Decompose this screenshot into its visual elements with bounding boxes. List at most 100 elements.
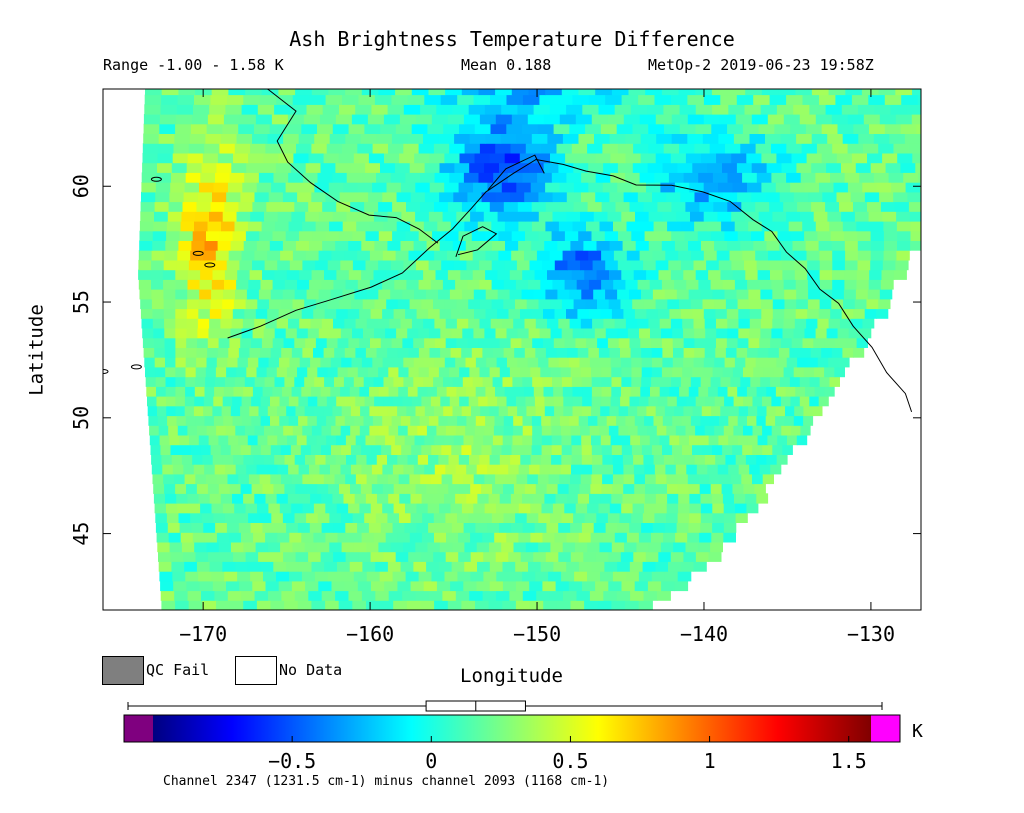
heat-cell <box>726 308 739 319</box>
heat-cell <box>390 172 406 183</box>
heat-cell <box>510 493 523 504</box>
heat-cell <box>482 590 497 601</box>
heat-cell <box>465 357 477 368</box>
heat-cell <box>569 357 581 368</box>
heat-cell <box>726 337 739 348</box>
heat-cell <box>157 541 171 553</box>
heat-cell <box>177 250 191 261</box>
heat-cell <box>667 483 679 494</box>
heat-cell <box>717 386 729 397</box>
heat-cell <box>683 269 697 280</box>
heat-cell <box>441 259 455 271</box>
heat-cell <box>355 318 368 329</box>
heat-cell <box>667 396 678 407</box>
heat-cell <box>684 454 696 465</box>
heat-cell <box>433 512 446 523</box>
heat-cell <box>270 444 282 455</box>
heat-cell <box>819 269 833 280</box>
heat-cell <box>556 347 568 358</box>
heat-cell <box>338 152 355 164</box>
heat-cell <box>735 114 753 125</box>
heat-cell <box>751 162 768 173</box>
heat-cell <box>844 240 859 251</box>
heat-cell <box>534 522 547 533</box>
heat-cell <box>187 152 204 164</box>
heat-cell <box>401 211 416 222</box>
heat-cell <box>878 298 891 310</box>
heat-cell <box>738 434 749 446</box>
heat-cell <box>694 337 706 348</box>
heat-cell <box>483 434 494 446</box>
heat-cell <box>364 123 381 134</box>
heat-cell <box>378 318 390 329</box>
heat-cell <box>356 454 368 465</box>
heat-cell <box>459 366 470 378</box>
heat-cell <box>267 405 278 417</box>
chart-title: Ash Brightness Temperature Difference <box>289 27 735 51</box>
heat-cell <box>179 434 190 446</box>
heat-cell <box>648 541 662 553</box>
heat-cell <box>647 162 664 173</box>
heat-cell <box>411 89 430 96</box>
heat-cell <box>621 444 633 455</box>
heat-cell <box>677 512 690 523</box>
heat-cell <box>771 425 782 436</box>
heat-cell <box>821 123 839 134</box>
heat-cell <box>678 493 690 504</box>
heat-cell <box>745 357 757 368</box>
y-tick-label: 55 <box>69 290 93 314</box>
heat-cell <box>867 152 883 164</box>
heat-cell <box>421 444 432 455</box>
heat-cell <box>493 172 509 183</box>
heat-cell <box>827 211 842 222</box>
heat-cell <box>455 279 468 290</box>
heat-cell <box>672 415 683 426</box>
heat-cell <box>276 366 288 378</box>
heat-cell <box>499 162 515 173</box>
heat-cell <box>530 182 546 193</box>
heat-cell <box>763 366 774 378</box>
heat-cell <box>694 328 706 339</box>
heat-cell <box>522 571 536 582</box>
heat-cell <box>402 289 415 300</box>
heat-cell <box>247 434 259 446</box>
heat-cell <box>294 454 306 465</box>
x-tick-label: −160 <box>346 622 394 646</box>
heat-cell <box>924 221 938 231</box>
heat-cell <box>222 503 235 514</box>
heat-cell <box>756 415 767 426</box>
heat-cell <box>884 94 902 105</box>
heat-cell <box>414 152 430 164</box>
heat-cell <box>680 221 695 232</box>
heat-cell <box>746 152 762 164</box>
heat-cell <box>267 541 281 553</box>
heat-cell <box>470 483 482 494</box>
heat-cell <box>459 250 474 261</box>
heat-cell <box>380 123 397 134</box>
heat-cell <box>667 221 682 232</box>
heat-cell <box>488 600 503 610</box>
heat-cell <box>634 308 647 319</box>
heat-cell <box>463 580 478 592</box>
heat-cell <box>277 532 290 543</box>
heat-cell <box>795 308 808 319</box>
heat-cell <box>467 191 483 203</box>
heat-cell <box>294 376 305 387</box>
heat-cell <box>478 89 496 96</box>
heat-cell <box>678 89 696 96</box>
heat-cell <box>883 230 898 241</box>
heat-cell <box>610 357 622 368</box>
heat-cell <box>211 503 224 514</box>
heat-cell <box>522 493 534 504</box>
heat-cell <box>841 308 854 319</box>
heat-cell <box>407 454 419 465</box>
heat-cell <box>202 152 219 164</box>
heat-cell <box>220 444 232 455</box>
heat-cell <box>583 240 598 251</box>
heat-cell <box>695 551 709 562</box>
heat-cell <box>870 259 884 271</box>
heat-cell <box>407 425 418 436</box>
heat-cell <box>391 337 403 348</box>
heat-cell <box>821 347 833 358</box>
heat-cell <box>574 571 588 582</box>
